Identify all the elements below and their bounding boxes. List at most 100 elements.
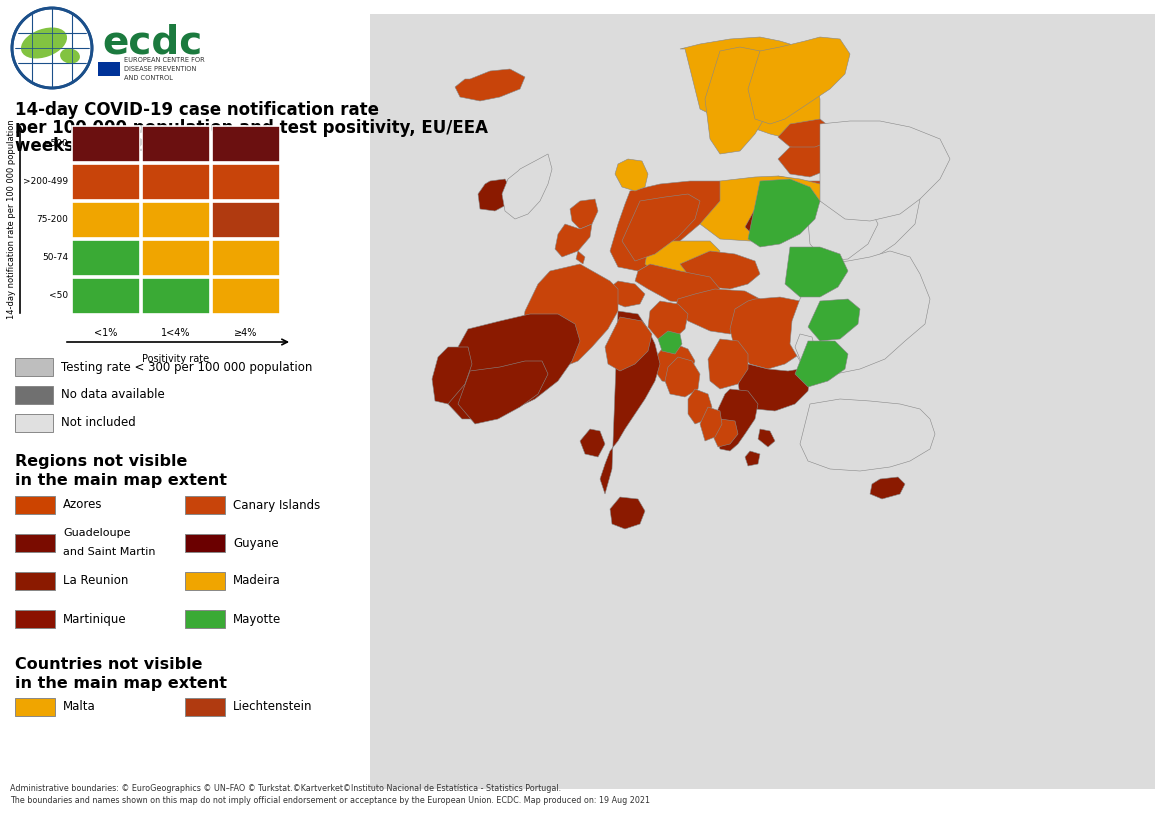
Polygon shape	[715, 389, 757, 451]
Polygon shape	[712, 419, 738, 447]
Polygon shape	[690, 176, 825, 241]
Bar	[72, 164, 140, 200]
Polygon shape	[748, 179, 820, 247]
Text: ≥4%: ≥4%	[234, 328, 258, 338]
Bar	[72, 278, 140, 314]
Text: Malta: Malta	[63, 700, 96, 713]
Bar	[15, 496, 55, 514]
Polygon shape	[785, 247, 848, 297]
Polygon shape	[635, 264, 720, 304]
Text: Canary Islands: Canary Islands	[233, 499, 320, 512]
Bar	[212, 202, 280, 238]
Text: <1%: <1%	[94, 328, 117, 338]
Polygon shape	[675, 289, 764, 334]
Polygon shape	[615, 159, 648, 191]
Polygon shape	[655, 341, 695, 384]
Polygon shape	[818, 164, 920, 269]
Polygon shape	[658, 331, 682, 354]
Text: The boundaries and names shown on this map do not imply official endorsement or : The boundaries and names shown on this m…	[10, 796, 650, 805]
Polygon shape	[608, 281, 645, 307]
Polygon shape	[648, 301, 688, 341]
Bar	[212, 278, 280, 314]
Bar	[0, 0, 370, 819]
Polygon shape	[478, 179, 512, 211]
Polygon shape	[610, 181, 720, 271]
Polygon shape	[705, 47, 780, 154]
Polygon shape	[645, 241, 720, 277]
Bar	[15, 386, 53, 404]
Polygon shape	[738, 364, 810, 411]
Text: weeks 31 - 32: weeks 31 - 32	[15, 137, 145, 155]
Bar	[184, 534, 225, 552]
Text: 1<4%: 1<4%	[161, 328, 190, 338]
Bar	[72, 202, 140, 238]
Ellipse shape	[60, 48, 80, 64]
Polygon shape	[790, 251, 930, 374]
Polygon shape	[800, 399, 935, 471]
Text: Liechtenstein: Liechtenstein	[233, 700, 312, 713]
Polygon shape	[778, 119, 835, 149]
Text: Regions not visible
in the main map extent: Regions not visible in the main map exte…	[15, 454, 227, 487]
Bar	[142, 240, 210, 276]
Bar	[15, 414, 53, 432]
Bar	[184, 496, 225, 514]
Text: ≥500: ≥500	[43, 139, 68, 148]
Polygon shape	[577, 251, 585, 264]
Polygon shape	[795, 341, 848, 387]
Polygon shape	[688, 389, 712, 424]
Polygon shape	[680, 251, 760, 289]
Polygon shape	[768, 176, 831, 214]
Polygon shape	[748, 37, 850, 124]
Text: Testing rate < 300 per 100 000 population: Testing rate < 300 per 100 000 populatio…	[61, 360, 312, 373]
Bar	[97, 62, 119, 76]
Text: Countries not visible
in the main map extent: Countries not visible in the main map ex…	[15, 657, 227, 690]
Polygon shape	[665, 357, 699, 397]
Polygon shape	[680, 37, 820, 139]
Text: ecdc: ecdc	[102, 24, 202, 62]
Polygon shape	[622, 194, 699, 261]
Polygon shape	[520, 264, 618, 371]
Polygon shape	[699, 407, 722, 441]
Polygon shape	[600, 311, 660, 494]
Polygon shape	[708, 339, 748, 389]
Text: No data available: No data available	[61, 388, 165, 401]
Bar	[142, 126, 210, 162]
Text: Guyane: Guyane	[233, 536, 278, 550]
Text: Madeira: Madeira	[233, 574, 281, 587]
Bar	[15, 572, 55, 590]
Polygon shape	[745, 451, 760, 466]
Bar	[142, 164, 210, 200]
Bar	[184, 698, 225, 716]
Bar	[15, 534, 55, 552]
Bar	[184, 572, 225, 590]
Polygon shape	[730, 297, 820, 369]
Text: 50-74: 50-74	[42, 254, 68, 263]
Text: 14-day COVID-19 case notification rate: 14-day COVID-19 case notification rate	[15, 101, 379, 119]
Bar	[212, 240, 280, 276]
Bar	[15, 698, 55, 716]
Polygon shape	[580, 429, 606, 457]
Polygon shape	[757, 429, 775, 447]
Polygon shape	[554, 224, 592, 257]
Text: Azores: Azores	[63, 499, 102, 512]
Polygon shape	[432, 347, 472, 404]
Bar	[212, 164, 280, 200]
Polygon shape	[778, 139, 840, 177]
Text: Guadeloupe: Guadeloupe	[63, 528, 130, 538]
Polygon shape	[745, 207, 775, 237]
Polygon shape	[458, 361, 548, 424]
Bar	[15, 358, 53, 376]
Bar	[142, 202, 210, 238]
Text: <50: <50	[49, 292, 68, 301]
Bar	[72, 240, 140, 276]
Text: 75-200: 75-200	[36, 215, 68, 224]
Text: Martinique: Martinique	[63, 613, 126, 626]
Polygon shape	[870, 477, 905, 499]
Polygon shape	[448, 314, 580, 419]
Text: per 100 000 population and test positivity, EU/EEA: per 100 000 population and test positivi…	[15, 119, 488, 137]
Bar	[72, 126, 140, 162]
Polygon shape	[606, 317, 652, 371]
Polygon shape	[570, 199, 599, 229]
Polygon shape	[455, 69, 525, 101]
Bar	[212, 126, 280, 162]
